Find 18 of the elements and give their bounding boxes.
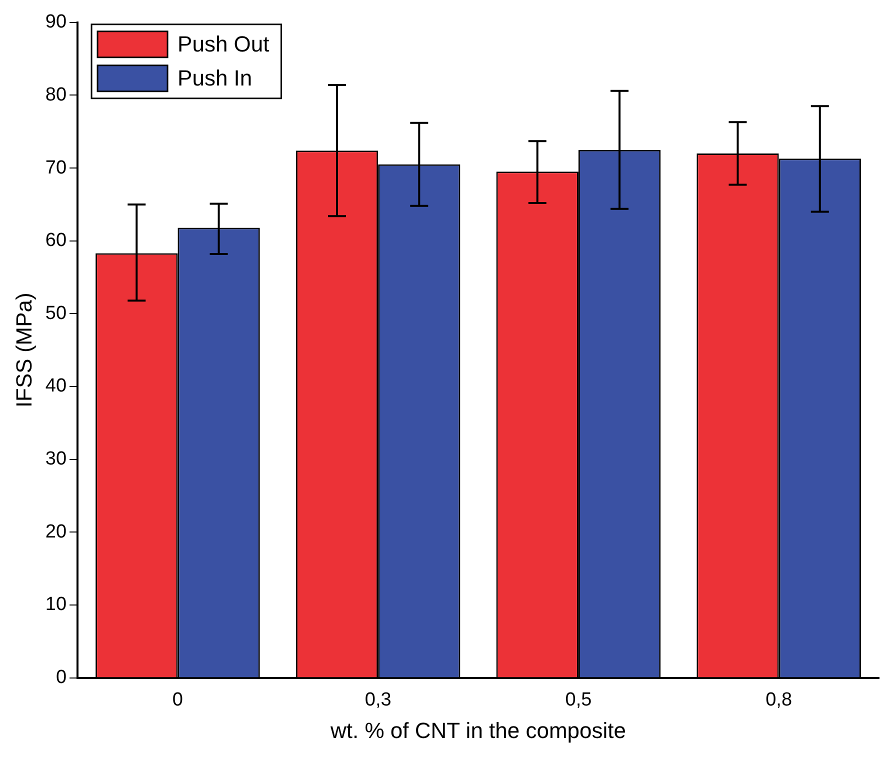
y-tick-label: 0 (56, 667, 67, 688)
x-tick-label: 0,5 (565, 689, 592, 710)
y-tick-label: 30 (45, 448, 67, 470)
x-axis-title: wt. % of CNT in the composite (330, 718, 626, 743)
y-tick-label: 60 (45, 230, 67, 252)
y-tick-label: 40 (45, 376, 67, 397)
y-tick-label: 10 (45, 594, 67, 616)
y-tick-label: 20 (45, 521, 67, 542)
y-axis-title: IFSS (MPa) (11, 292, 36, 408)
y-tick-label: 50 (45, 302, 67, 324)
x-tick-label: 0,3 (364, 689, 392, 710)
y-tick-label: 70 (45, 157, 67, 178)
x-tick-label: 0 (172, 689, 184, 710)
legend-label: Push In (178, 65, 252, 90)
y-tick-label: 80 (45, 84, 67, 106)
x-tick-label: 0,8 (766, 689, 792, 710)
legend-label: Push Out (178, 31, 270, 56)
y-tick-label: 90 (45, 12, 67, 33)
